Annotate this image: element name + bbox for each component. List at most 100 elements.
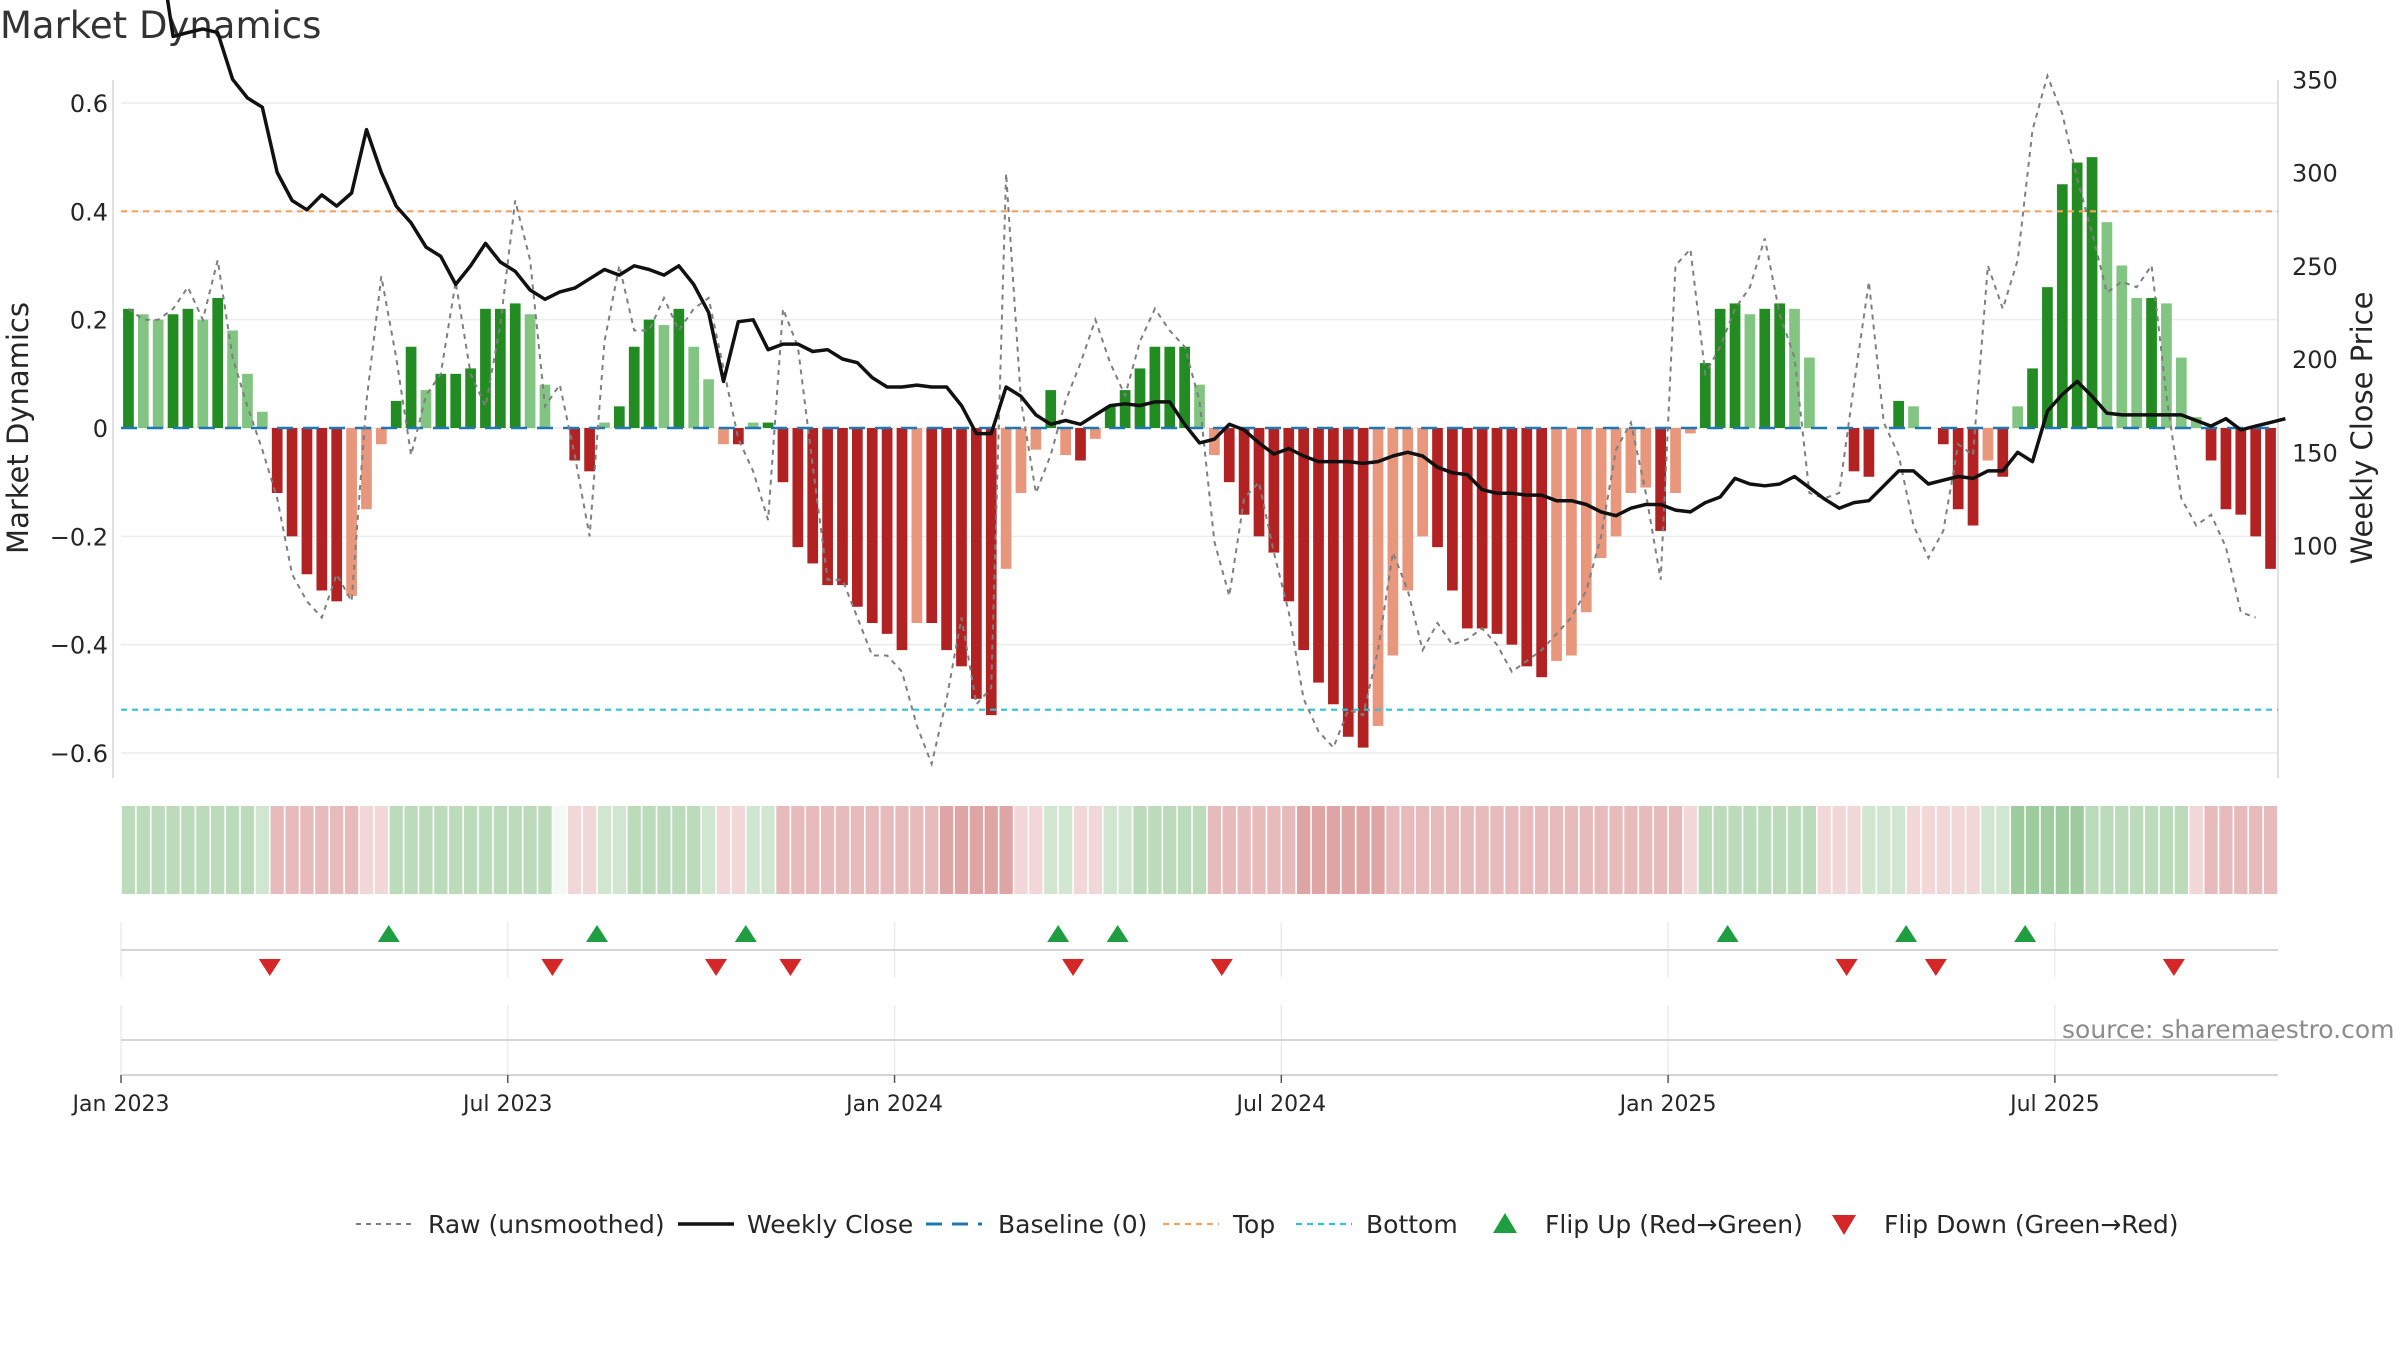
bar — [971, 428, 982, 699]
regime-strip-cell — [1832, 806, 1846, 894]
bar — [1551, 428, 1562, 661]
regime-strip-cell — [404, 806, 418, 894]
bar — [1566, 428, 1577, 656]
flip-down-marker — [1924, 959, 1947, 976]
bar — [2190, 417, 2202, 428]
y2-axis-title: Weekly Close Price — [2345, 292, 2379, 565]
regime-strip-cell — [1341, 806, 1355, 894]
regime-strip-cell — [2263, 806, 2278, 894]
bar — [480, 308, 491, 428]
bar — [569, 428, 581, 461]
bar — [1580, 428, 1592, 613]
y-tick-label: −0.6 — [50, 740, 108, 768]
bar — [256, 411, 268, 428]
regime-strip-cell — [1282, 806, 1296, 894]
bar — [688, 346, 700, 428]
regime-strip-cell — [925, 806, 939, 894]
bar — [1521, 428, 1533, 667]
bar — [1015, 428, 1027, 494]
flip-up-marker — [586, 925, 609, 942]
bar — [1774, 303, 1786, 428]
y-tick-label: 0.6 — [70, 90, 108, 118]
x-tick-label: Jul 2025 — [2008, 1092, 2100, 1117]
regime-strip-cell — [181, 806, 195, 894]
regime-strip-cell — [1981, 806, 1995, 894]
bar — [1804, 357, 1815, 428]
regime-strip-cell — [1430, 806, 1445, 894]
regime-strip-cell — [374, 806, 388, 894]
regime-strip-cell — [270, 806, 284, 894]
regime-strip-cell — [300, 806, 314, 894]
regime-strip-cell — [166, 806, 180, 894]
bar — [1060, 428, 1071, 456]
bar — [1075, 428, 1086, 461]
x-tick-label: Jan 2025 — [1618, 1092, 1717, 1117]
raw-line — [127, 72, 2257, 768]
bar — [2027, 368, 2038, 428]
bar — [1000, 428, 1012, 569]
flip-up-marker — [1716, 925, 1739, 942]
regime-strip-cell — [1296, 806, 1311, 894]
bar — [1714, 308, 1726, 428]
regime-strip-cell — [2025, 806, 2040, 894]
bar — [911, 428, 923, 624]
bar — [2116, 265, 2128, 428]
bar — [123, 308, 134, 428]
bar — [851, 428, 863, 607]
regime-strip-cell — [716, 806, 731, 894]
regime-strip-cell — [1787, 806, 1802, 894]
bar — [1447, 428, 1458, 591]
bar — [1997, 428, 2009, 477]
regime-strip-cell — [285, 806, 299, 894]
bar — [613, 406, 625, 428]
regime-strip-cell — [1386, 806, 1400, 894]
y2-tick-label: 200 — [2292, 346, 2338, 374]
regime-strip-cell — [493, 806, 507, 894]
bar — [747, 422, 759, 428]
regime-strip-cell — [806, 806, 820, 894]
bar — [1848, 428, 1860, 472]
bar — [2131, 297, 2143, 428]
bar — [628, 346, 640, 428]
bar — [390, 400, 402, 428]
regime-strip-cell — [2085, 806, 2099, 894]
regime-strip-cell — [449, 806, 463, 894]
bar — [212, 297, 224, 428]
regime-strip-cell — [1311, 806, 1326, 894]
bar — [1283, 428, 1295, 602]
regime-strip-cell — [211, 806, 225, 894]
bar — [1149, 346, 1161, 428]
bar — [1952, 428, 1964, 510]
bar — [1536, 428, 1548, 678]
bar — [227, 330, 238, 428]
bar — [1342, 428, 1354, 737]
bar — [956, 428, 967, 667]
bar — [137, 314, 149, 428]
bar — [405, 346, 417, 428]
weekly-close-line — [165, 0, 2286, 518]
bar — [1119, 390, 1131, 428]
bar — [1729, 303, 1741, 428]
regime-strip-cell — [389, 806, 403, 894]
bar — [2042, 287, 2053, 428]
regime-strip-cell — [315, 806, 329, 894]
bar — [167, 314, 179, 428]
regime-strip-cell — [1758, 806, 1772, 894]
regime-strip-cell — [791, 806, 805, 894]
regime-strip-cell — [1326, 806, 1341, 894]
bar — [926, 428, 938, 624]
bar — [599, 422, 610, 428]
regime-strip-cell — [1802, 806, 1817, 894]
bar — [1209, 428, 1220, 456]
flip-up-marker — [1106, 925, 1129, 942]
legend-label: Flip Up (Red→Green) — [1545, 1210, 1803, 1239]
regime-strip-cell — [1088, 806, 1103, 894]
bar — [435, 373, 447, 428]
regime-strip-cell — [255, 806, 269, 894]
bar — [1744, 314, 1756, 428]
regime-strip-cell — [1579, 806, 1593, 894]
regime-strip-cell — [1549, 806, 1564, 894]
regime-strip-cell — [1252, 806, 1266, 894]
regime-strip-cell — [1163, 806, 1177, 894]
bar — [1134, 368, 1146, 428]
